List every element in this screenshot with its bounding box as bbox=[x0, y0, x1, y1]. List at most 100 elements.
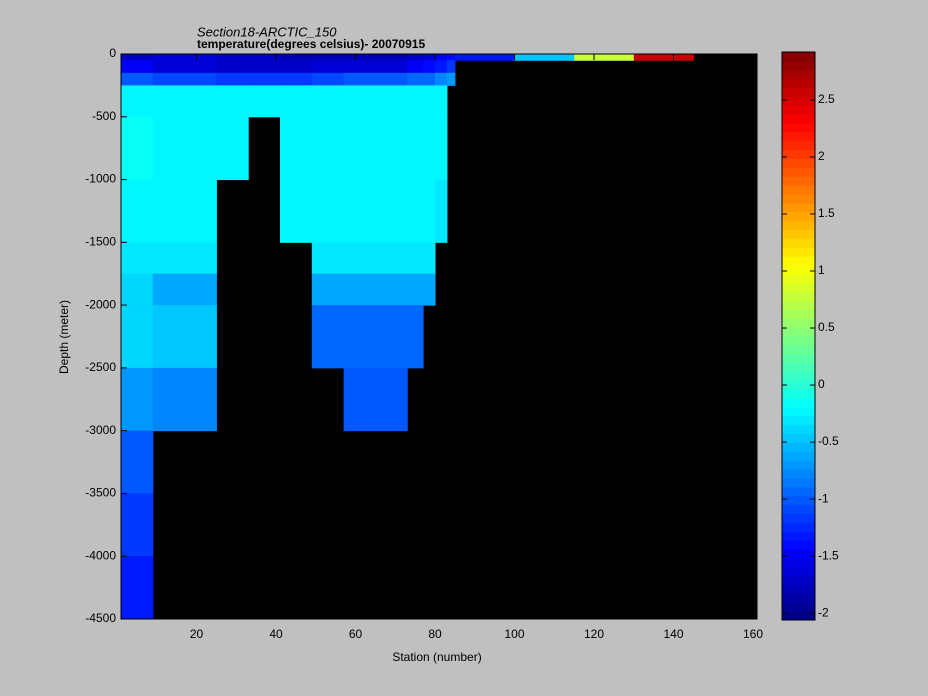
colorbar-band bbox=[782, 202, 815, 213]
colorbar-band bbox=[782, 87, 815, 97]
colorbar-band bbox=[782, 531, 815, 541]
colorbar-band bbox=[782, 300, 815, 310]
chart-subtitle: temperature(degrees celsius)- 20070915 bbox=[197, 37, 425, 51]
heatmap-cell bbox=[152, 72, 217, 86]
colorbar-tick-label: 0.5 bbox=[818, 320, 835, 334]
y-tick-label: -3500 bbox=[85, 486, 116, 500]
colorbar-band bbox=[782, 389, 815, 399]
heatmap-cell bbox=[435, 85, 448, 118]
heatmap-cell bbox=[311, 85, 345, 118]
heatmap-cell bbox=[407, 116, 424, 181]
colorbar-band bbox=[782, 504, 815, 514]
heatmap-cell bbox=[248, 72, 281, 86]
heatmap-cell bbox=[343, 367, 408, 432]
heatmap-cell bbox=[248, 85, 281, 118]
heatmap-cell bbox=[121, 179, 154, 243]
heatmap-cell bbox=[343, 116, 408, 181]
heatmap-cell bbox=[152, 85, 217, 118]
heatmap-cell bbox=[121, 60, 154, 74]
heatmap-cell bbox=[407, 305, 424, 369]
colorbar-band bbox=[782, 229, 815, 239]
heatmap-cell bbox=[121, 242, 154, 275]
heatmap-cell bbox=[407, 54, 424, 61]
heatmap-cell bbox=[343, 85, 408, 118]
heatmap-cell bbox=[311, 179, 345, 243]
heatmap-cell bbox=[446, 72, 456, 86]
heatmap-cell bbox=[407, 60, 424, 74]
heatmap-cell bbox=[152, 60, 217, 74]
heatmap-cell bbox=[423, 85, 436, 118]
colorbar-band bbox=[782, 282, 815, 293]
colorbar-band bbox=[782, 309, 815, 319]
colorbar-band bbox=[782, 185, 815, 195]
colorbar-band bbox=[782, 78, 815, 88]
colorbar-band bbox=[782, 540, 815, 550]
y-tick-label: 0 bbox=[109, 46, 116, 60]
heatmap-cell bbox=[280, 54, 313, 61]
colorbar-band bbox=[782, 566, 815, 577]
y-tick-label: -3000 bbox=[85, 423, 116, 437]
heatmap-cell bbox=[121, 305, 154, 369]
heatmap-cell bbox=[216, 116, 249, 181]
heatmap-cell bbox=[407, 179, 424, 243]
colorbar-band bbox=[782, 273, 815, 284]
colorbar-band bbox=[782, 593, 815, 603]
colorbar-band bbox=[782, 407, 815, 417]
x-tick-label: 100 bbox=[505, 627, 525, 641]
colorbar-tick-label: -1 bbox=[818, 491, 829, 505]
heatmap-cell bbox=[423, 116, 436, 181]
heatmap-cell bbox=[423, 54, 436, 61]
chart-title: Section18-ARCTIC_150 bbox=[197, 24, 337, 39]
heatmap-cell bbox=[121, 116, 154, 181]
heatmap-cell bbox=[280, 72, 313, 86]
colorbar-tick-label: 1 bbox=[818, 263, 825, 277]
colorbar-band bbox=[782, 549, 815, 559]
heatmap-cell bbox=[435, 60, 448, 74]
colorbar-band bbox=[782, 380, 815, 390]
heatmap-cell bbox=[423, 72, 436, 86]
colorbar-band bbox=[782, 336, 815, 346]
heatmap-cell bbox=[343, 179, 408, 243]
heatmap-cell bbox=[343, 60, 408, 74]
colorbar-band bbox=[782, 247, 815, 257]
colorbar-band bbox=[782, 371, 815, 381]
colorbar-band bbox=[782, 415, 815, 426]
colorbar: -2 -1.5 -1 -0.5 0 0.5 1 1.5 2 2.5 bbox=[781, 51, 839, 621]
colorbar-band bbox=[782, 522, 815, 532]
heatmap-cell bbox=[216, 60, 249, 74]
y-tick-label: -1500 bbox=[85, 235, 116, 249]
y-tick-label: -4500 bbox=[85, 611, 116, 625]
heatmap-cell bbox=[152, 305, 217, 369]
colorbar-tick-label: 1.5 bbox=[818, 206, 835, 220]
heatmap-cell bbox=[446, 54, 456, 61]
colorbar-band bbox=[782, 149, 815, 159]
colorbar-band bbox=[782, 123, 815, 133]
heatmap-cell bbox=[248, 60, 281, 74]
heatmap-cell bbox=[407, 273, 424, 306]
colorbar-band bbox=[782, 344, 815, 355]
heatmap-cell bbox=[152, 54, 217, 61]
heatmap-cell bbox=[311, 72, 345, 86]
heatmap-cell bbox=[514, 54, 575, 61]
x-tick-label: 120 bbox=[584, 627, 604, 641]
colorbar-band bbox=[782, 398, 815, 408]
colorbar-frame bbox=[781, 51, 816, 621]
heatmap-cell bbox=[216, 72, 249, 86]
colorbar-band bbox=[782, 362, 815, 372]
heatmap-cell bbox=[280, 60, 313, 74]
colorbar-band bbox=[782, 140, 815, 151]
colorbar-band bbox=[782, 176, 815, 186]
colorbar-band bbox=[782, 131, 815, 142]
heatmap-cell bbox=[311, 116, 345, 181]
heatmap-cell bbox=[311, 273, 345, 306]
heatmap-cell bbox=[121, 54, 154, 61]
heatmap-cell bbox=[311, 60, 345, 74]
colorbar-band bbox=[782, 460, 815, 470]
heatmap-cell bbox=[216, 54, 249, 61]
x-tick-label: 140 bbox=[664, 627, 684, 641]
colorbar-band bbox=[782, 256, 815, 266]
colorbar-tick-label: 0 bbox=[818, 377, 825, 391]
colorbar-band bbox=[782, 167, 815, 177]
colorbar-band bbox=[782, 211, 815, 222]
colorbar-band bbox=[782, 611, 815, 621]
